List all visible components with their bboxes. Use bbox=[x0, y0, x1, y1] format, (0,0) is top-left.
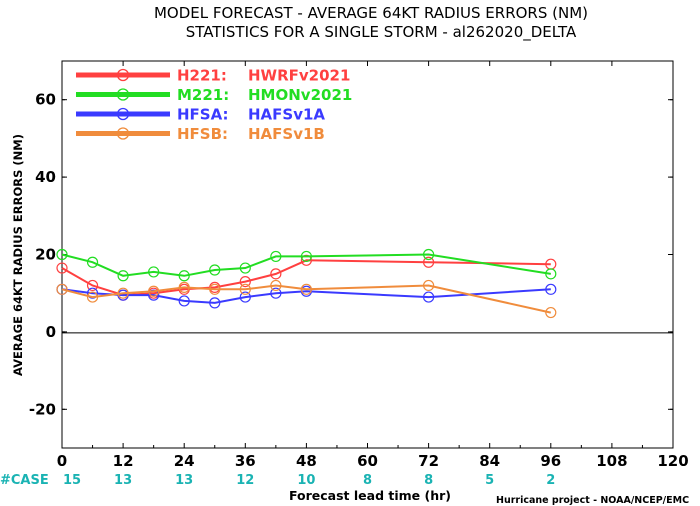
credit-text: Hurricane project - NOAA/NCEP/EMC bbox=[496, 495, 689, 506]
data-point bbox=[270, 279, 282, 292]
data-point bbox=[86, 279, 99, 292]
case-counts: 15 13 13 12 10 8 8 5 2 bbox=[63, 473, 555, 488]
data-point bbox=[117, 270, 129, 282]
y-tick-label: -20 bbox=[29, 400, 56, 418]
legend-code: H221: bbox=[177, 67, 227, 85]
data-point bbox=[270, 250, 282, 263]
legend-label: HWRFv2021 bbox=[248, 67, 350, 85]
case-count: 8 bbox=[363, 473, 372, 488]
data-point bbox=[300, 250, 312, 263]
data-point bbox=[86, 256, 99, 268]
legend-label: HMONv2021 bbox=[248, 86, 352, 104]
data-point bbox=[423, 248, 435, 261]
series-hafsv1b bbox=[56, 279, 557, 319]
data-point bbox=[270, 287, 282, 299]
data-point bbox=[545, 268, 557, 280]
legend-item: H221: HWRFv2021 bbox=[76, 67, 350, 85]
legend-marker bbox=[116, 88, 130, 101]
data-point bbox=[56, 283, 68, 295]
y-axis: -20 0 20 40 60 bbox=[29, 91, 673, 418]
data-point bbox=[178, 270, 190, 282]
series-layer bbox=[56, 248, 557, 319]
data-point bbox=[423, 256, 435, 268]
legend-code: HFSA: bbox=[177, 106, 229, 124]
legend-item: HFSB: HAFSv1B bbox=[76, 125, 325, 143]
data-point bbox=[178, 295, 190, 307]
legend-marker bbox=[116, 127, 130, 140]
y-axis-label: AVERAGE 64KT RADIUS ERRORS (NM) bbox=[11, 134, 25, 376]
y-tick-label: 0 bbox=[46, 323, 56, 341]
case-count: 5 bbox=[485, 473, 494, 488]
case-count: 8 bbox=[424, 473, 433, 488]
legend-code: HFSB: bbox=[177, 125, 228, 143]
data-point bbox=[239, 262, 251, 274]
case-count: 15 bbox=[63, 473, 81, 488]
legend-marker bbox=[116, 107, 130, 121]
data-point bbox=[545, 283, 557, 295]
data-point bbox=[423, 291, 435, 303]
x-tick-label: 0 bbox=[57, 452, 67, 470]
x-axis-label: Forecast lead time (hr) bbox=[289, 488, 451, 503]
x-tick-label: 48 bbox=[296, 452, 317, 470]
legend-item: M221: HMONv2021 bbox=[76, 86, 352, 104]
data-point bbox=[178, 281, 190, 293]
series-line bbox=[61, 284, 552, 314]
y-tick-label: 40 bbox=[35, 168, 56, 186]
legend-label: HAFSv1B bbox=[248, 125, 325, 143]
x-tick-label: 36 bbox=[235, 452, 256, 470]
data-point bbox=[423, 279, 435, 292]
x-tick-label: 72 bbox=[418, 452, 439, 470]
chart-subtitle: STATISTICS FOR A SINGLE STORM - al262020… bbox=[186, 23, 577, 42]
data-point bbox=[239, 291, 251, 303]
case-count: 13 bbox=[114, 473, 132, 488]
x-tick-label: 12 bbox=[113, 452, 134, 470]
y-tick-label: 20 bbox=[35, 246, 56, 264]
data-point bbox=[239, 283, 251, 295]
legend-marker bbox=[116, 68, 130, 82]
case-label: #CASE bbox=[0, 473, 49, 488]
data-point bbox=[86, 291, 99, 303]
data-point bbox=[209, 264, 221, 276]
x-tick-label: 120 bbox=[657, 452, 688, 470]
case-count: 2 bbox=[546, 473, 555, 488]
data-point bbox=[239, 275, 251, 288]
x-tick-label: 108 bbox=[596, 452, 627, 470]
data-point bbox=[209, 283, 221, 295]
data-point bbox=[300, 254, 312, 266]
x-tick-label: 96 bbox=[540, 452, 561, 470]
x-tick-label: 84 bbox=[479, 452, 500, 470]
data-point bbox=[270, 268, 282, 280]
case-count: 10 bbox=[297, 473, 315, 488]
chart-title: MODEL FORECAST - AVERAGE 64KT RADIUS ERR… bbox=[154, 4, 588, 22]
data-point bbox=[56, 248, 68, 261]
data-point bbox=[545, 306, 557, 319]
data-point bbox=[148, 285, 160, 297]
series-line bbox=[61, 253, 551, 277]
data-point bbox=[117, 287, 129, 299]
data-point bbox=[148, 289, 160, 301]
legend-code: M221: bbox=[177, 86, 229, 104]
case-count: 12 bbox=[236, 473, 254, 488]
y-tick-label: 60 bbox=[35, 91, 56, 109]
series-hmonv2021 bbox=[56, 248, 557, 282]
case-count: 13 bbox=[175, 473, 193, 488]
data-point bbox=[148, 266, 160, 278]
legend-label: HAFSv1A bbox=[248, 106, 325, 124]
legend-item: HFSA: HAFSv1A bbox=[76, 106, 325, 124]
data-point bbox=[209, 297, 221, 309]
data-point bbox=[300, 283, 312, 295]
series-line bbox=[61, 259, 551, 297]
x-tick-label: 60 bbox=[357, 452, 378, 470]
x-axis: 0 12 24 36 48 60 72 84 96 108 120 bbox=[57, 61, 689, 470]
x-tick-label: 24 bbox=[174, 452, 195, 470]
data-point bbox=[56, 262, 68, 274]
data-point bbox=[86, 287, 99, 299]
legend: H221: HWRFv2021 M221: HMONv2021 HFSA: HAFSv1A… bbox=[76, 67, 352, 143]
